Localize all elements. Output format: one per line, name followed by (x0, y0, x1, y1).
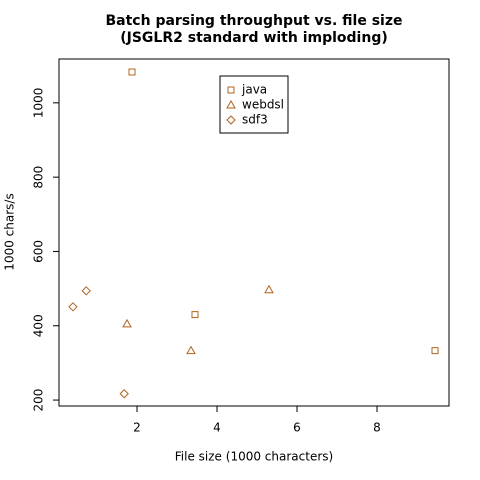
legend-label: java (241, 83, 267, 97)
point (186, 345, 196, 355)
point (191, 311, 199, 319)
point (68, 302, 78, 312)
y-tick-label: 800 (32, 166, 46, 189)
point (264, 284, 274, 294)
point (119, 389, 129, 399)
point (431, 347, 439, 355)
x-axis-label: File size (1000 characters) (175, 450, 333, 464)
y-tick-label: 600 (32, 240, 46, 263)
point (122, 318, 132, 328)
x-tick-label: 6 (293, 421, 301, 435)
y-tick-label: 400 (32, 314, 46, 337)
x-tick-label: 2 (133, 421, 141, 435)
point (226, 115, 236, 125)
x-tick-label: 8 (373, 421, 381, 435)
y-axis-label: 1000 chars/s (3, 193, 17, 270)
chart-subtitle: (JSGLR2 standard with imploding) (120, 30, 388, 46)
x-tick-label: 4 (213, 421, 221, 435)
legend-label: sdf3 (242, 113, 268, 127)
point (226, 99, 236, 109)
point (81, 286, 91, 296)
y-tick-label: 200 (32, 389, 46, 412)
legend-label: webdsl (242, 98, 284, 112)
plot-frame (58, 58, 450, 407)
chart-title: Batch parsing throughput vs. file size (106, 13, 403, 29)
point (227, 86, 235, 94)
y-tick-label: 1000 (32, 88, 46, 119)
point (128, 68, 136, 76)
